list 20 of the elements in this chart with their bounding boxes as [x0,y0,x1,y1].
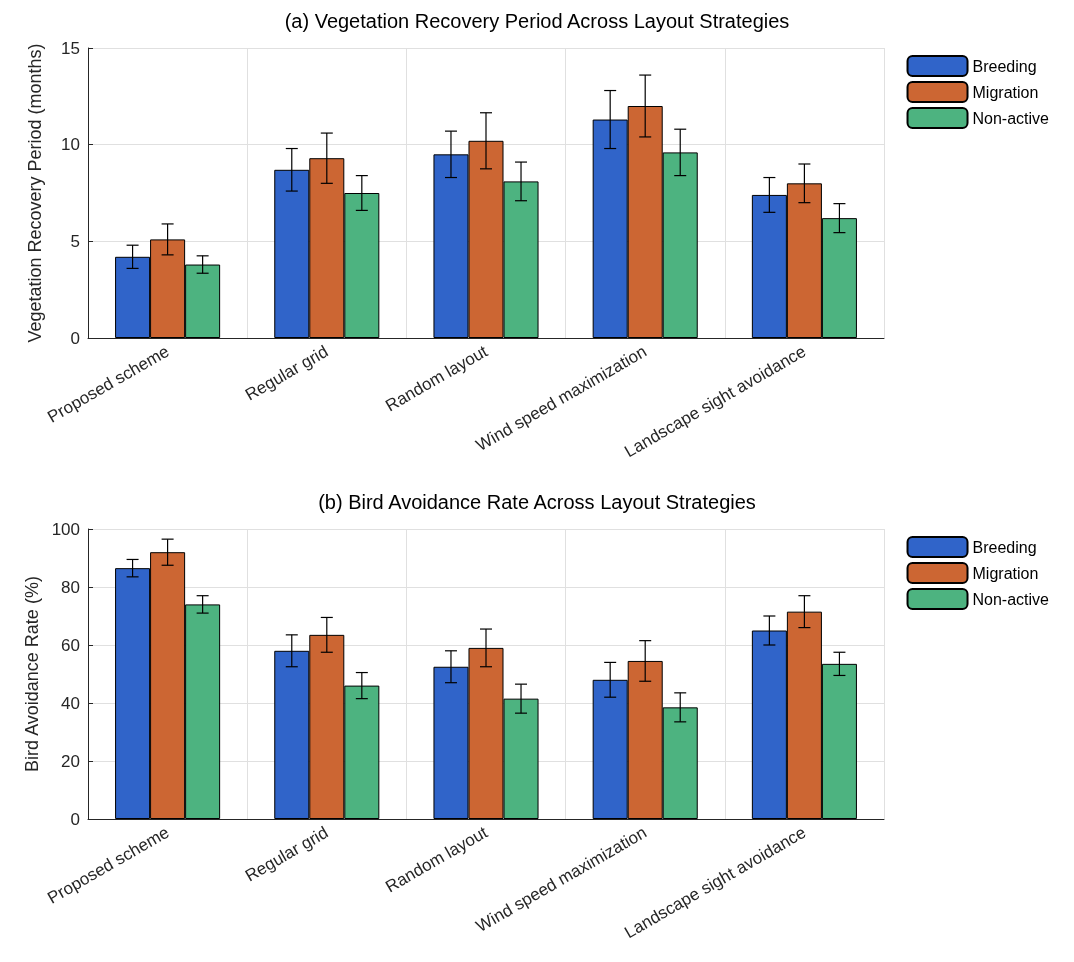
y-tick-label: 10 [61,135,80,155]
y-tick-label: 100 [51,519,80,539]
y-tick-label: 20 [61,751,80,771]
y-tick-label: 60 [61,635,80,655]
legend-label: Migration [972,564,1039,582]
y-tick-label: 15 [61,38,80,58]
y-axis-title: Vegetation Recovery Period (months) [25,43,45,343]
chart-title: (b) Bird Avoidance Rate Across Layout Strategies [318,491,756,513]
y-tick-label: 0 [70,328,80,348]
legend-label: Breeding [972,57,1037,75]
legend-label: Migration [972,83,1039,101]
y-tick-label: 0 [70,809,80,829]
legend-label: Non-active [972,109,1050,127]
legend-label: Breeding [972,538,1037,556]
y-tick-label: 40 [61,693,80,713]
chart-title: (a) Vegetation Recovery Period Across Layout Strategies [284,10,790,32]
y-tick-label: 5 [70,231,80,251]
y-tick-label: 80 [61,577,80,597]
y-axis-title: Bird Avoidance Rate (%) [21,576,42,772]
legend-label: Non-active [972,590,1050,608]
